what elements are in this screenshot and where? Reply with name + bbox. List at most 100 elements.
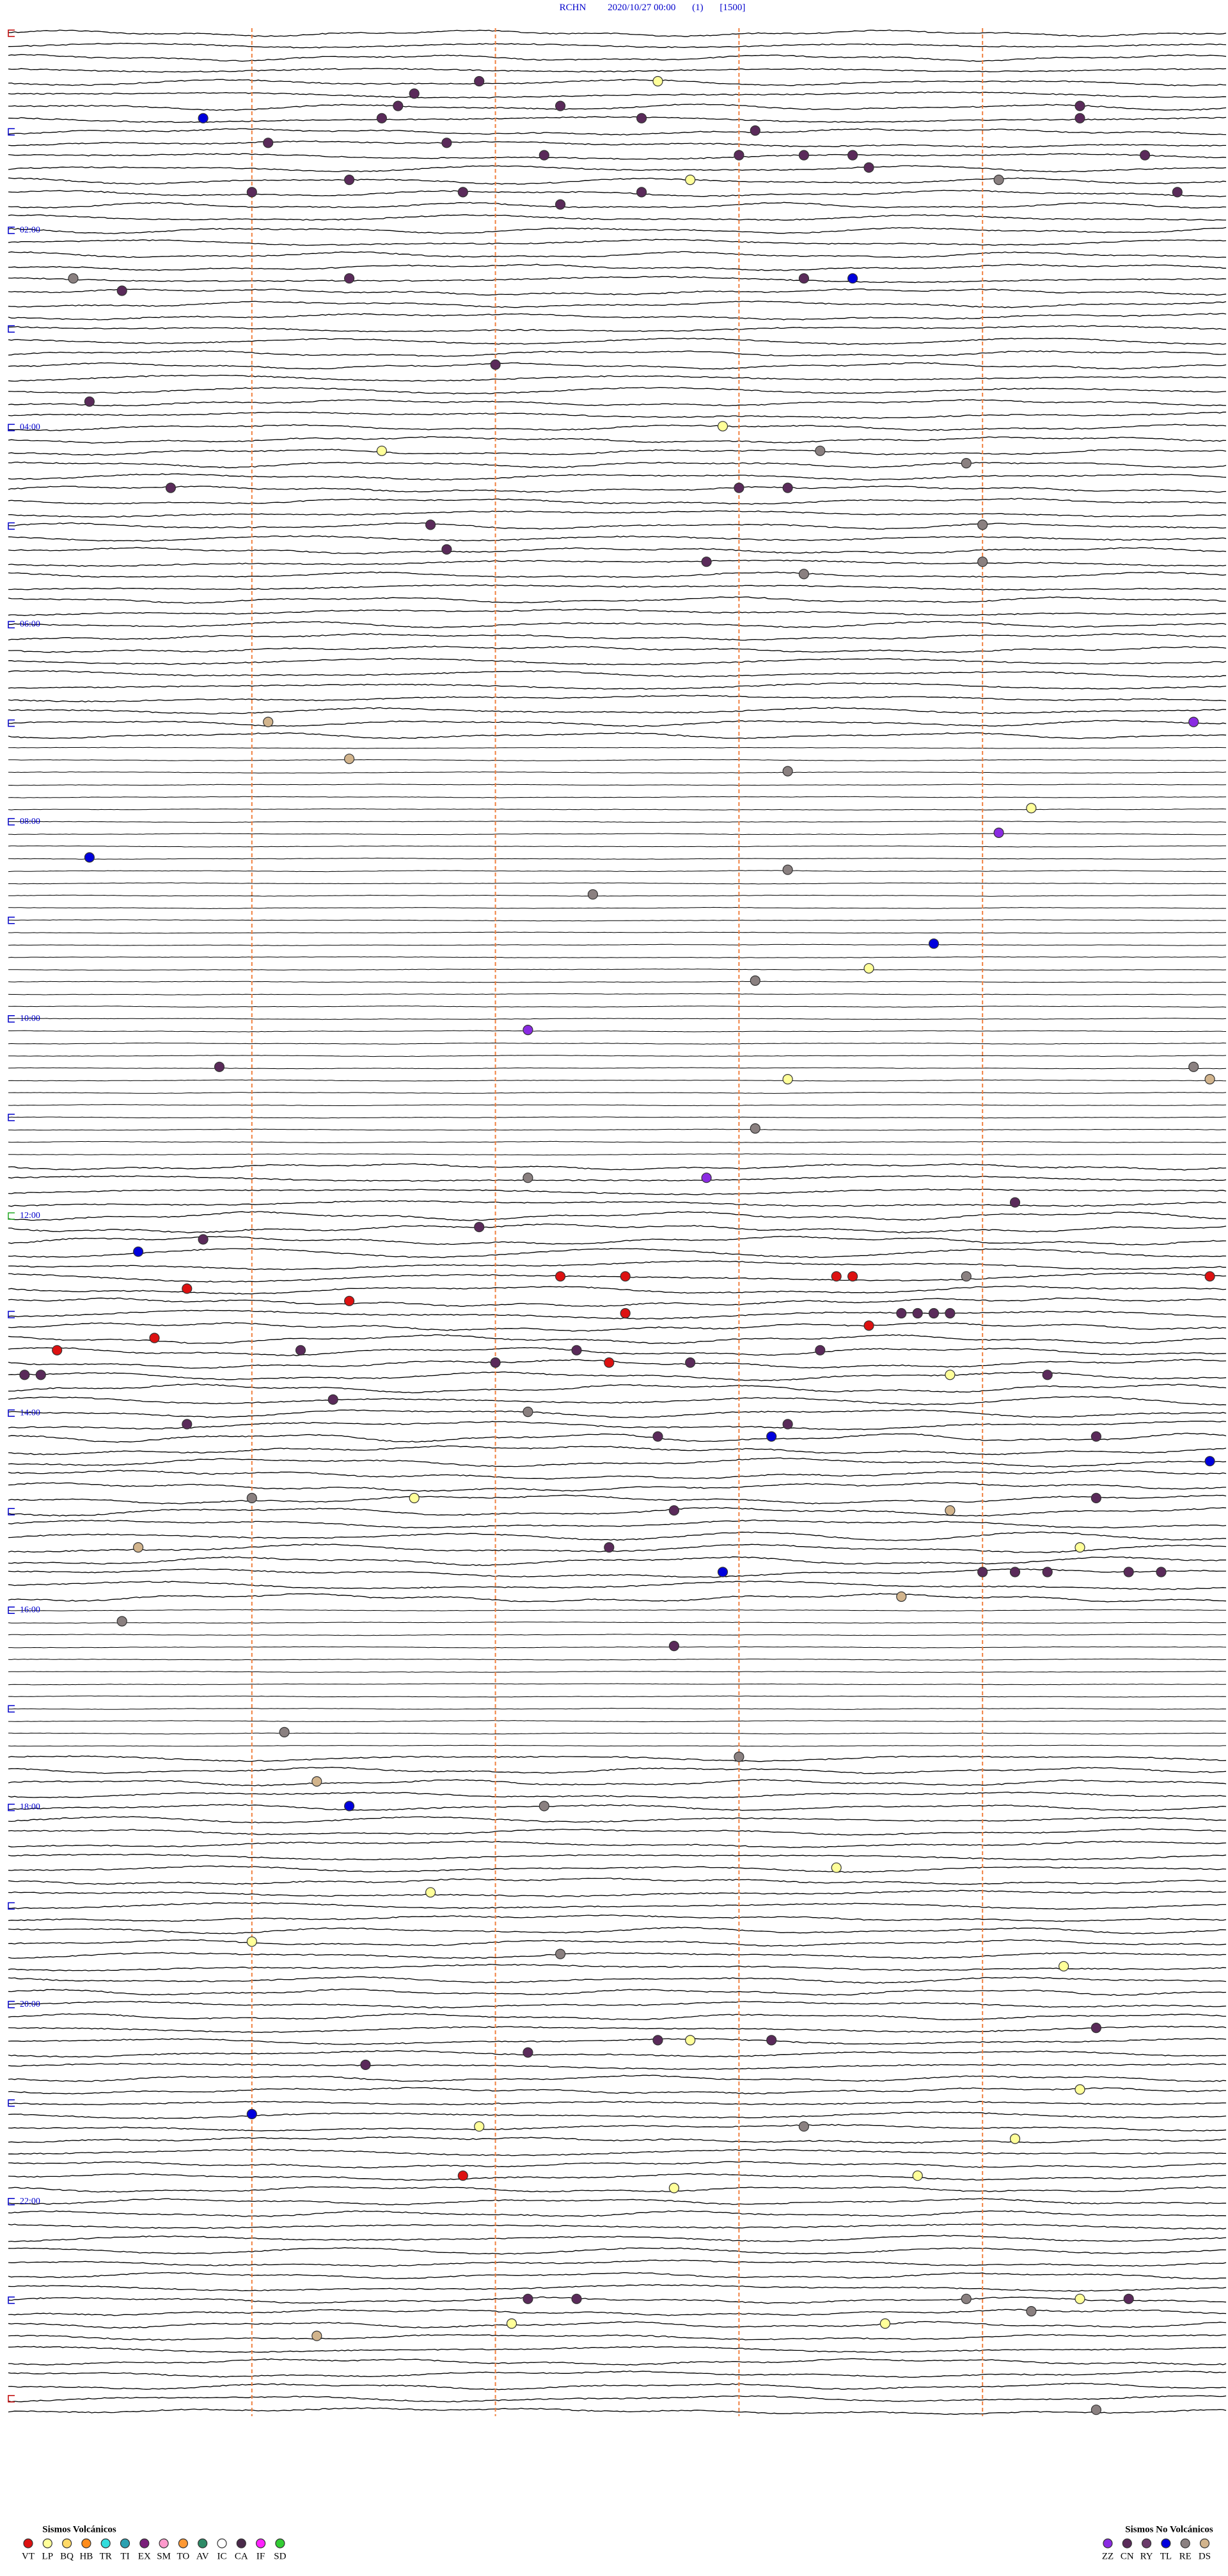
trace bbox=[8, 1322, 1227, 1332]
event-marker bbox=[652, 2035, 663, 2046]
event-marker bbox=[685, 1357, 696, 1368]
event-marker bbox=[246, 2108, 257, 2119]
event-marker bbox=[1090, 1431, 1102, 1442]
event-marker bbox=[490, 359, 501, 370]
event-marker bbox=[327, 1394, 338, 1405]
event-marker bbox=[1090, 1492, 1102, 1503]
legend-label: RY bbox=[1140, 2551, 1153, 2561]
event-marker bbox=[165, 482, 176, 493]
legend-swatch bbox=[275, 2538, 285, 2548]
trace bbox=[8, 1297, 1227, 1308]
event-marker bbox=[1026, 2306, 1037, 2317]
trace bbox=[8, 2124, 1227, 2131]
trace bbox=[8, 2101, 1227, 2105]
hour-marker bbox=[8, 1212, 15, 1220]
trace bbox=[8, 301, 1227, 308]
legend-label: TO bbox=[177, 2551, 190, 2561]
trace bbox=[8, 535, 1227, 542]
event-marker bbox=[457, 187, 468, 198]
trace bbox=[8, 103, 1227, 111]
event-marker bbox=[750, 975, 760, 986]
legend-label: LP bbox=[42, 2551, 54, 2561]
trace bbox=[8, 239, 1227, 246]
event-marker bbox=[977, 1567, 988, 1577]
trace bbox=[8, 54, 1227, 62]
event-marker bbox=[798, 150, 810, 161]
trace bbox=[8, 1067, 1227, 1070]
trace bbox=[8, 1964, 1227, 1972]
event-marker bbox=[668, 1641, 680, 1652]
event-marker bbox=[1188, 716, 1199, 727]
event-marker bbox=[523, 2293, 533, 2304]
event-marker bbox=[1188, 1061, 1199, 1072]
trace bbox=[8, 1445, 1227, 1455]
legend-label: DS bbox=[1199, 2551, 1211, 2561]
trace bbox=[8, 1482, 1226, 1492]
trace bbox=[8, 91, 1227, 99]
event-marker bbox=[847, 150, 858, 161]
trace bbox=[8, 2037, 1227, 2045]
event-marker bbox=[847, 273, 858, 284]
trace bbox=[8, 1853, 1227, 1861]
legend-label: CA bbox=[235, 2551, 248, 2561]
trace bbox=[8, 1593, 1227, 1602]
trace bbox=[8, 2013, 1227, 2021]
event-marker bbox=[734, 482, 744, 493]
legend-swatch bbox=[198, 2538, 208, 2548]
event-marker bbox=[343, 1801, 355, 1812]
event-marker bbox=[523, 1173, 533, 1183]
trace bbox=[8, 2087, 1226, 2095]
legend-label: SM bbox=[157, 2551, 171, 2561]
trace bbox=[8, 633, 1227, 641]
event-marker bbox=[945, 1370, 956, 1380]
hour-marker bbox=[8, 1803, 15, 1812]
legend-title: Sismos No Volcánicos bbox=[1125, 2524, 1213, 2534]
trace bbox=[8, 2358, 1227, 2366]
trace bbox=[8, 2284, 1227, 2292]
legend-swatch bbox=[61, 2538, 72, 2548]
trace bbox=[8, 2259, 1227, 2267]
trace bbox=[8, 1568, 1226, 1578]
trace bbox=[8, 325, 1227, 333]
legend-label: IC bbox=[217, 2551, 227, 2561]
legend-swatch bbox=[1199, 2538, 1210, 2548]
trace bbox=[8, 1720, 1227, 1723]
event-marker bbox=[636, 113, 647, 123]
event-marker bbox=[1090, 2405, 1102, 2415]
event-marker bbox=[636, 187, 647, 198]
trace bbox=[8, 981, 1227, 983]
scale: [1500] bbox=[720, 3, 745, 13]
time-label: 02:00 bbox=[20, 225, 40, 235]
event-marker bbox=[441, 544, 452, 555]
event-marker bbox=[798, 273, 810, 284]
legend-label: RE bbox=[1179, 2551, 1192, 2561]
event-marker bbox=[831, 1271, 842, 1282]
event-marker bbox=[198, 113, 209, 123]
event-marker bbox=[750, 125, 760, 136]
legend-label: AV bbox=[196, 2551, 209, 2561]
hour-marker bbox=[8, 1114, 15, 1121]
legend-swatch bbox=[1141, 2538, 1152, 2548]
event-marker bbox=[116, 285, 127, 296]
trace bbox=[8, 399, 1227, 407]
event-marker bbox=[409, 1492, 420, 1503]
event-marker bbox=[717, 1567, 728, 1577]
trace bbox=[8, 2334, 1226, 2341]
legend-swatch bbox=[159, 2538, 169, 2548]
trace bbox=[8, 510, 1227, 518]
event-marker bbox=[782, 1073, 793, 1085]
event-marker bbox=[1042, 1567, 1053, 1577]
trace bbox=[8, 1018, 1227, 1020]
trace bbox=[8, 919, 1227, 922]
event-marker bbox=[604, 1542, 615, 1553]
trace bbox=[8, 2395, 1227, 2403]
hour-marker bbox=[8, 423, 15, 432]
trace bbox=[8, 226, 1227, 235]
event-marker bbox=[831, 1862, 842, 1873]
event-marker bbox=[652, 75, 663, 87]
trace bbox=[8, 1334, 1227, 1345]
trace bbox=[8, 1347, 1227, 1357]
trace bbox=[8, 571, 1227, 578]
trace bbox=[8, 251, 1227, 258]
